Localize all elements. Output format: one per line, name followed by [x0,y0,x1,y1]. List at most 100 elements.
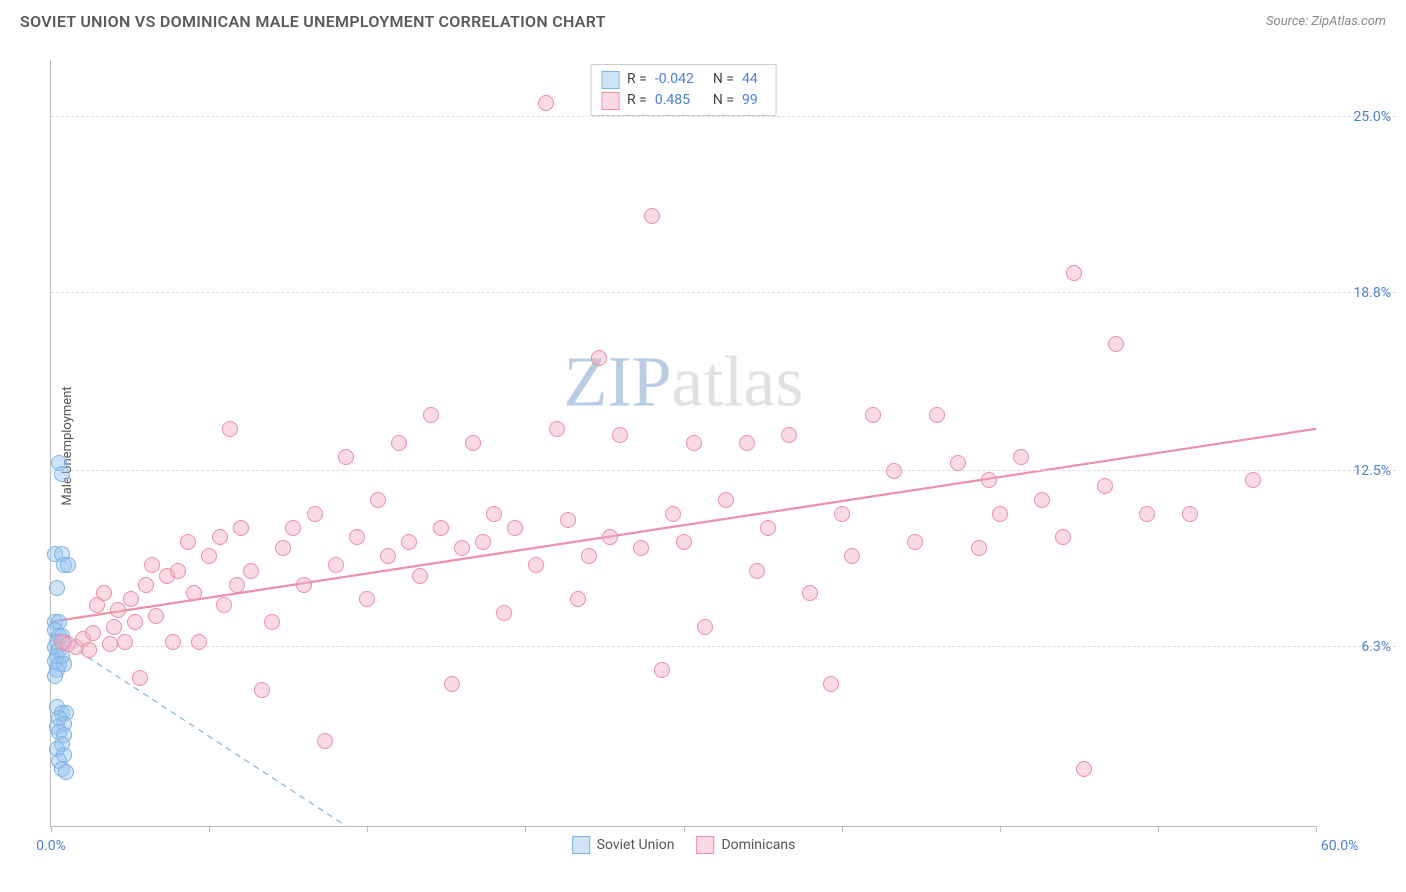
data-point [81,642,97,658]
data-point [127,614,143,630]
data-point [760,520,776,536]
data-point [1013,449,1029,465]
data-point [222,421,238,437]
data-point [834,506,850,522]
data-point [328,557,344,573]
data-point [1245,472,1261,488]
data-point [110,602,126,618]
swatch-soviet [601,71,619,89]
data-point [216,597,232,613]
data-point [1182,506,1198,522]
data-point [560,512,576,528]
y-tick-label: 6.3% [1361,639,1391,655]
data-point [264,614,280,630]
data-point [191,634,207,650]
scatter-plot-area: ZIPatlas R = -0.042 N = 44 R = 0.485 N =… [50,60,1316,827]
data-point [907,534,923,550]
data-point [123,591,139,607]
x-tick [51,826,52,832]
data-point [148,608,164,624]
swatch-soviet-icon [572,836,590,854]
legend-item-soviet: Soviet Union [572,836,675,854]
data-point [370,492,386,508]
data-point [981,472,997,488]
data-point [307,506,323,522]
data-point [349,529,365,545]
data-point [886,463,902,479]
data-point [444,676,460,692]
swatch-dominican-icon [696,836,714,854]
swatch-dominican [601,92,619,110]
data-point [475,534,491,550]
data-point [117,634,133,650]
trend-line [51,633,346,826]
data-point [254,682,270,698]
gridline [51,116,1396,117]
r-value-dominican: 0.485 [655,90,705,111]
x-tick [525,826,526,832]
data-point [60,557,76,573]
data-point [454,540,470,556]
y-tick-label: 18.8% [1353,285,1391,301]
n-value-dominican: 99 [742,90,766,111]
data-point [243,563,259,579]
data-point [229,577,245,593]
data-point [1139,506,1155,522]
data-point [971,540,987,556]
data-point [423,407,439,423]
series-legend: Soviet Union Dominicans [572,836,796,854]
data-point [338,449,354,465]
source-attribution: Source: ZipAtlas.com [1266,14,1386,29]
y-tick-label: 25.0% [1353,109,1391,125]
data-point [570,591,586,607]
data-point [538,95,554,111]
legend-label-soviet: Soviet Union [597,837,675,853]
stats-row-soviet: R = -0.042 N = 44 [601,69,766,90]
r-value-soviet: -0.042 [655,69,705,90]
chart-title: SOVIET UNION VS DOMINICAN MALE UNEMPLOYM… [20,12,606,31]
data-point [359,591,375,607]
data-point [233,520,249,536]
data-point [144,557,160,573]
data-point [433,520,449,536]
data-point [602,529,618,545]
data-point [296,577,312,593]
data-point [275,540,291,556]
legend-label-dominican: Dominicans [721,837,795,853]
data-point [1097,478,1113,494]
data-point [644,208,660,224]
data-point [165,634,181,650]
data-point [102,636,118,652]
data-point [138,577,154,593]
data-point [929,407,945,423]
data-point [317,733,333,749]
data-point [507,520,523,536]
data-point [1076,761,1092,777]
data-point [401,534,417,550]
data-point [170,563,186,579]
data-point [1066,265,1082,281]
gridline [51,292,1396,293]
x-tick [367,826,368,832]
data-point [739,435,755,451]
data-point [106,619,122,635]
stats-row-dominican: R = 0.485 N = 99 [601,90,766,111]
data-point [285,520,301,536]
data-point [581,548,597,564]
trend-lines-layer [51,60,1316,826]
data-point [844,548,860,564]
data-point [549,421,565,437]
n-value-soviet: 44 [742,69,766,90]
x-tick [842,826,843,832]
data-point [665,506,681,522]
data-point [47,668,63,684]
gridline [51,646,1396,647]
data-point [676,534,692,550]
data-point [465,435,481,451]
data-point [496,605,512,621]
data-point [823,676,839,692]
data-point [186,585,202,601]
data-point [1034,492,1050,508]
data-point [96,585,112,601]
data-point [58,764,74,780]
